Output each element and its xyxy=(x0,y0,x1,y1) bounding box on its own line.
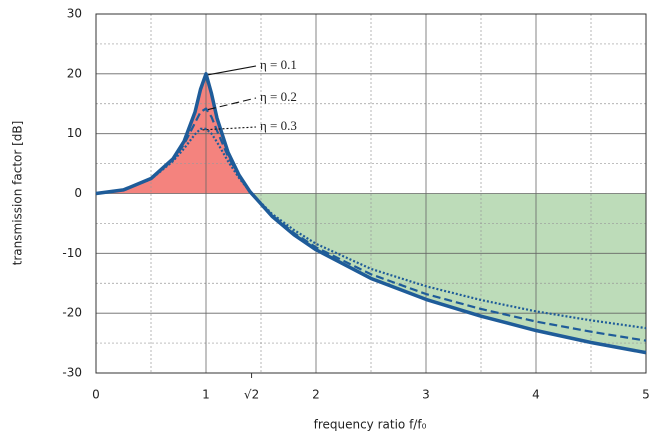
x-tick-label: 0 xyxy=(92,388,100,402)
leader-line xyxy=(207,97,257,111)
series-label: η = 0.2 xyxy=(260,89,297,104)
x-axis-label: frequency ratio f/f₀ xyxy=(314,418,427,432)
x-tick-label: 1 xyxy=(202,388,210,402)
leader-line xyxy=(202,126,257,131)
x-tick-label: 2 xyxy=(312,388,320,402)
x-tick-label: 3 xyxy=(422,388,430,402)
y-tick-label: 30 xyxy=(67,7,82,21)
y-tick-label: 20 xyxy=(67,66,82,80)
x-tick-label: 5 xyxy=(642,388,650,402)
series-label: η = 0.1 xyxy=(260,57,297,72)
x-tick-label: √2 xyxy=(244,388,259,402)
y-tick-label: -30 xyxy=(62,366,82,380)
series-line xyxy=(95,72,647,355)
y-axis-label: transmission factor [dB] xyxy=(11,121,25,266)
y-tick-label: 10 xyxy=(67,126,82,140)
y-tick-label: 0 xyxy=(74,186,82,200)
y-tick-label: -20 xyxy=(62,306,82,320)
leader-line xyxy=(207,65,257,76)
series-label: η = 0.3 xyxy=(260,118,297,133)
x-tick-label: 4 xyxy=(532,388,540,402)
y-tick-label: -10 xyxy=(62,246,82,260)
series-line xyxy=(95,127,647,330)
